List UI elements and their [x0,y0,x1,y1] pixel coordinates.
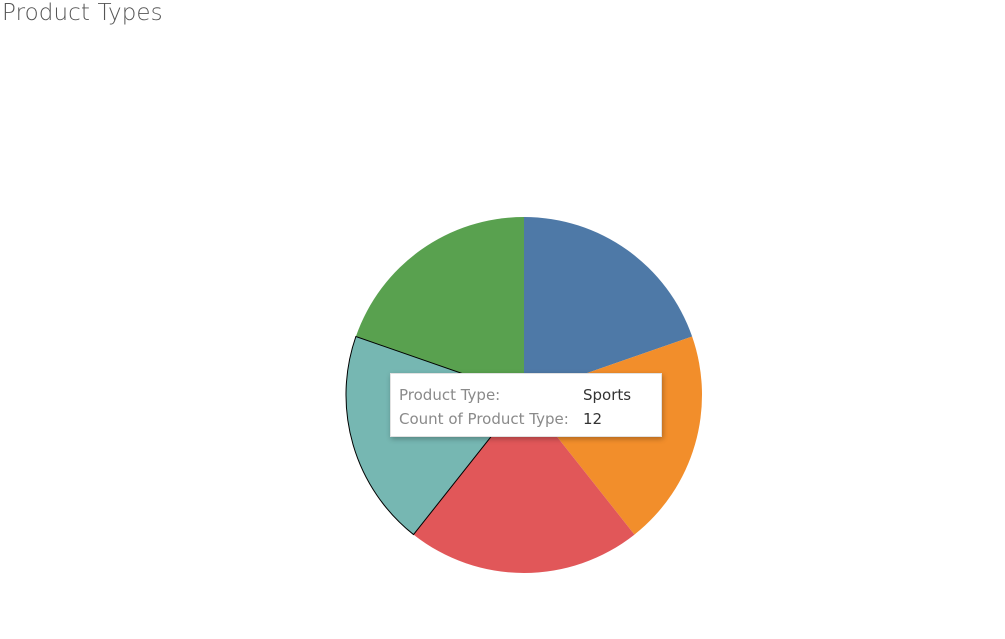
chart-title: Product Types [2,0,163,26]
tooltip-value: Sports [583,386,632,404]
tooltip-value: 12 [583,410,603,428]
tooltip-label: Count of Product Type: [399,410,569,428]
tooltip-row-product-type: Product Type: Sports [391,383,661,407]
pie-slice-5[interactable] [355,217,524,395]
pie-slice-1[interactable] [524,217,693,395]
tooltip-label: Product Type: [399,386,501,404]
tooltip: Product Type: Sports Count of Product Ty… [390,373,662,437]
pie-slice-3[interactable] [413,395,635,573]
tooltip-row-count: Count of Product Type: 12 [391,407,661,431]
